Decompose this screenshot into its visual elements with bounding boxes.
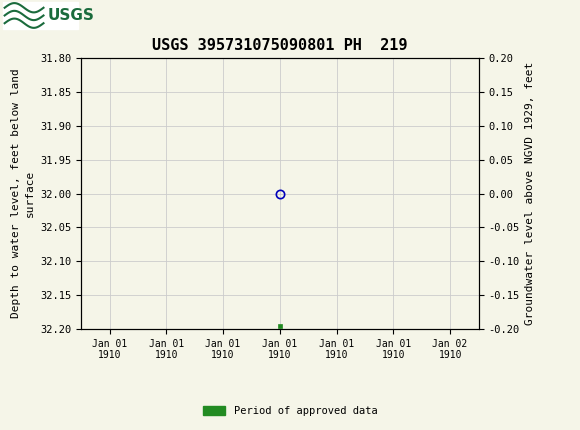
- Title: USGS 395731075090801 PH  219: USGS 395731075090801 PH 219: [152, 38, 408, 53]
- Y-axis label: Groundwater level above NGVD 1929, feet: Groundwater level above NGVD 1929, feet: [525, 62, 535, 325]
- Bar: [3, 2, 78, 29]
- Y-axis label: Depth to water level, feet below land
surface: Depth to water level, feet below land su…: [12, 69, 35, 318]
- Text: USGS: USGS: [48, 8, 95, 23]
- Legend: Period of approved data: Period of approved data: [198, 402, 382, 421]
